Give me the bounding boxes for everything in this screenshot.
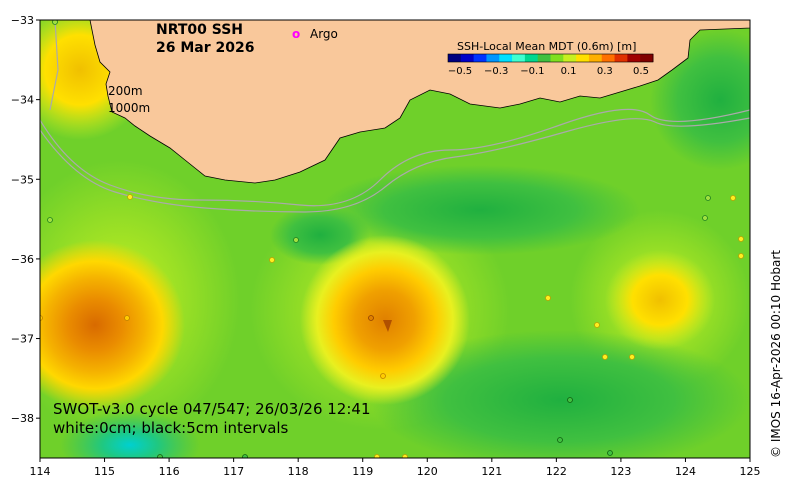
colorbar-labels: −0.5 −0.3 −0.1 0.1 0.3 0.5: [448, 66, 649, 77]
observation-markers: [40, 20, 744, 458]
x-tick-label: 115: [94, 465, 115, 478]
product-title: NRT00 SSH: [156, 22, 243, 38]
cool-band-central: [320, 165, 640, 255]
isobath-200m-label: 200m: [108, 84, 143, 98]
isobath-1000m-label: 1000m: [108, 101, 150, 115]
y-tick-label: −37: [11, 333, 34, 346]
colorbar-swatch: [601, 54, 616, 62]
cool-region-south: [370, 330, 750, 458]
product-date: 26 Mar 2026: [156, 40, 254, 56]
eddy-centre-marker: [383, 320, 392, 332]
colorbar: SSH-Local Mean MDT (0.6m) [m] −0.5 −0.3 −0…: [447, 40, 654, 77]
colorbar-swatch: [576, 54, 590, 62]
colorbar-swatch: [550, 54, 564, 62]
colorbar-tick-label: −0.5: [448, 66, 472, 77]
colorbar-swatch: [473, 54, 487, 62]
y-tick-label: −35: [11, 173, 34, 186]
colorbar-swatch: [524, 54, 539, 62]
contour-interval-info: white:0cm; black:5cm intervals: [53, 419, 289, 437]
colorbar-swatch: [460, 54, 475, 62]
colorbar-swatch: [499, 54, 513, 62]
colorbar-swatch: [588, 54, 603, 62]
copyright-notice: © IMOS 16-Apr-2026 00:10 Hobart: [769, 250, 783, 458]
y-tick-label: −33: [11, 14, 34, 27]
warm-eddy-east: [605, 250, 715, 350]
x-tick-label: 120: [417, 465, 438, 478]
cool-core-sw: [60, 410, 200, 458]
isobath-west-line: [49, 20, 59, 111]
isobath-200m-line: [40, 108, 750, 207]
x-tick-label: 119: [352, 465, 373, 478]
colorbar-swatch: [537, 54, 551, 62]
colorbar-title: SSH-Local Mean MDT (0.6m) [m]: [457, 40, 636, 53]
isobath-1000m-line: [40, 117, 750, 213]
colorbar-swatch: [486, 54, 500, 62]
x-tick-label: 123: [610, 465, 631, 478]
swot-cycle-info: SWOT-v3.0 cycle 047/547; 26/03/26 12:41: [53, 400, 371, 418]
colorbar-swatch: [640, 54, 654, 62]
x-tick-label: 116: [159, 465, 180, 478]
colorbar-swatch: [448, 54, 462, 62]
y-tick-label: −36: [11, 253, 34, 266]
plot-frame: [39, 19, 751, 459]
warm-eddy-west: [40, 240, 185, 410]
argo-legend-label: Argo: [310, 27, 338, 41]
x-tick-label: 121: [481, 465, 502, 478]
x-tick-label: 118: [288, 465, 309, 478]
x-tick-label: 124: [675, 465, 696, 478]
y-tick-label: −34: [11, 94, 34, 107]
x-tick-label: 125: [740, 465, 761, 478]
x-axis: 114 115 116 117 118 119 120 121 122 123 124 125: [30, 458, 761, 478]
colorbar-swatches: [448, 54, 654, 62]
x-tick-label: 122: [546, 465, 567, 478]
y-tick-label: −38: [11, 412, 34, 425]
colorbar-tick-label: −0.3: [484, 66, 508, 77]
colorbar-swatch: [614, 54, 628, 62]
colorbar-swatch: [627, 54, 641, 62]
x-tick-label: 114: [30, 465, 51, 478]
colorbar-swatch: [512, 54, 526, 62]
x-tick-label: 117: [223, 465, 244, 478]
y-axis: −33 −34 −35 −36 −37 −38: [11, 14, 40, 425]
colorbar-tick-label: 0.3: [597, 66, 613, 77]
colorbar-frame: [447, 53, 654, 63]
colorbar-tick-label: 0.1: [561, 66, 577, 77]
argo-legend-symbol: o: [292, 27, 300, 41]
colorbar-swatch: [563, 54, 577, 62]
colorbar-tick-label: −0.1: [520, 66, 544, 77]
colorbar-tick-label: 0.5: [633, 66, 649, 77]
